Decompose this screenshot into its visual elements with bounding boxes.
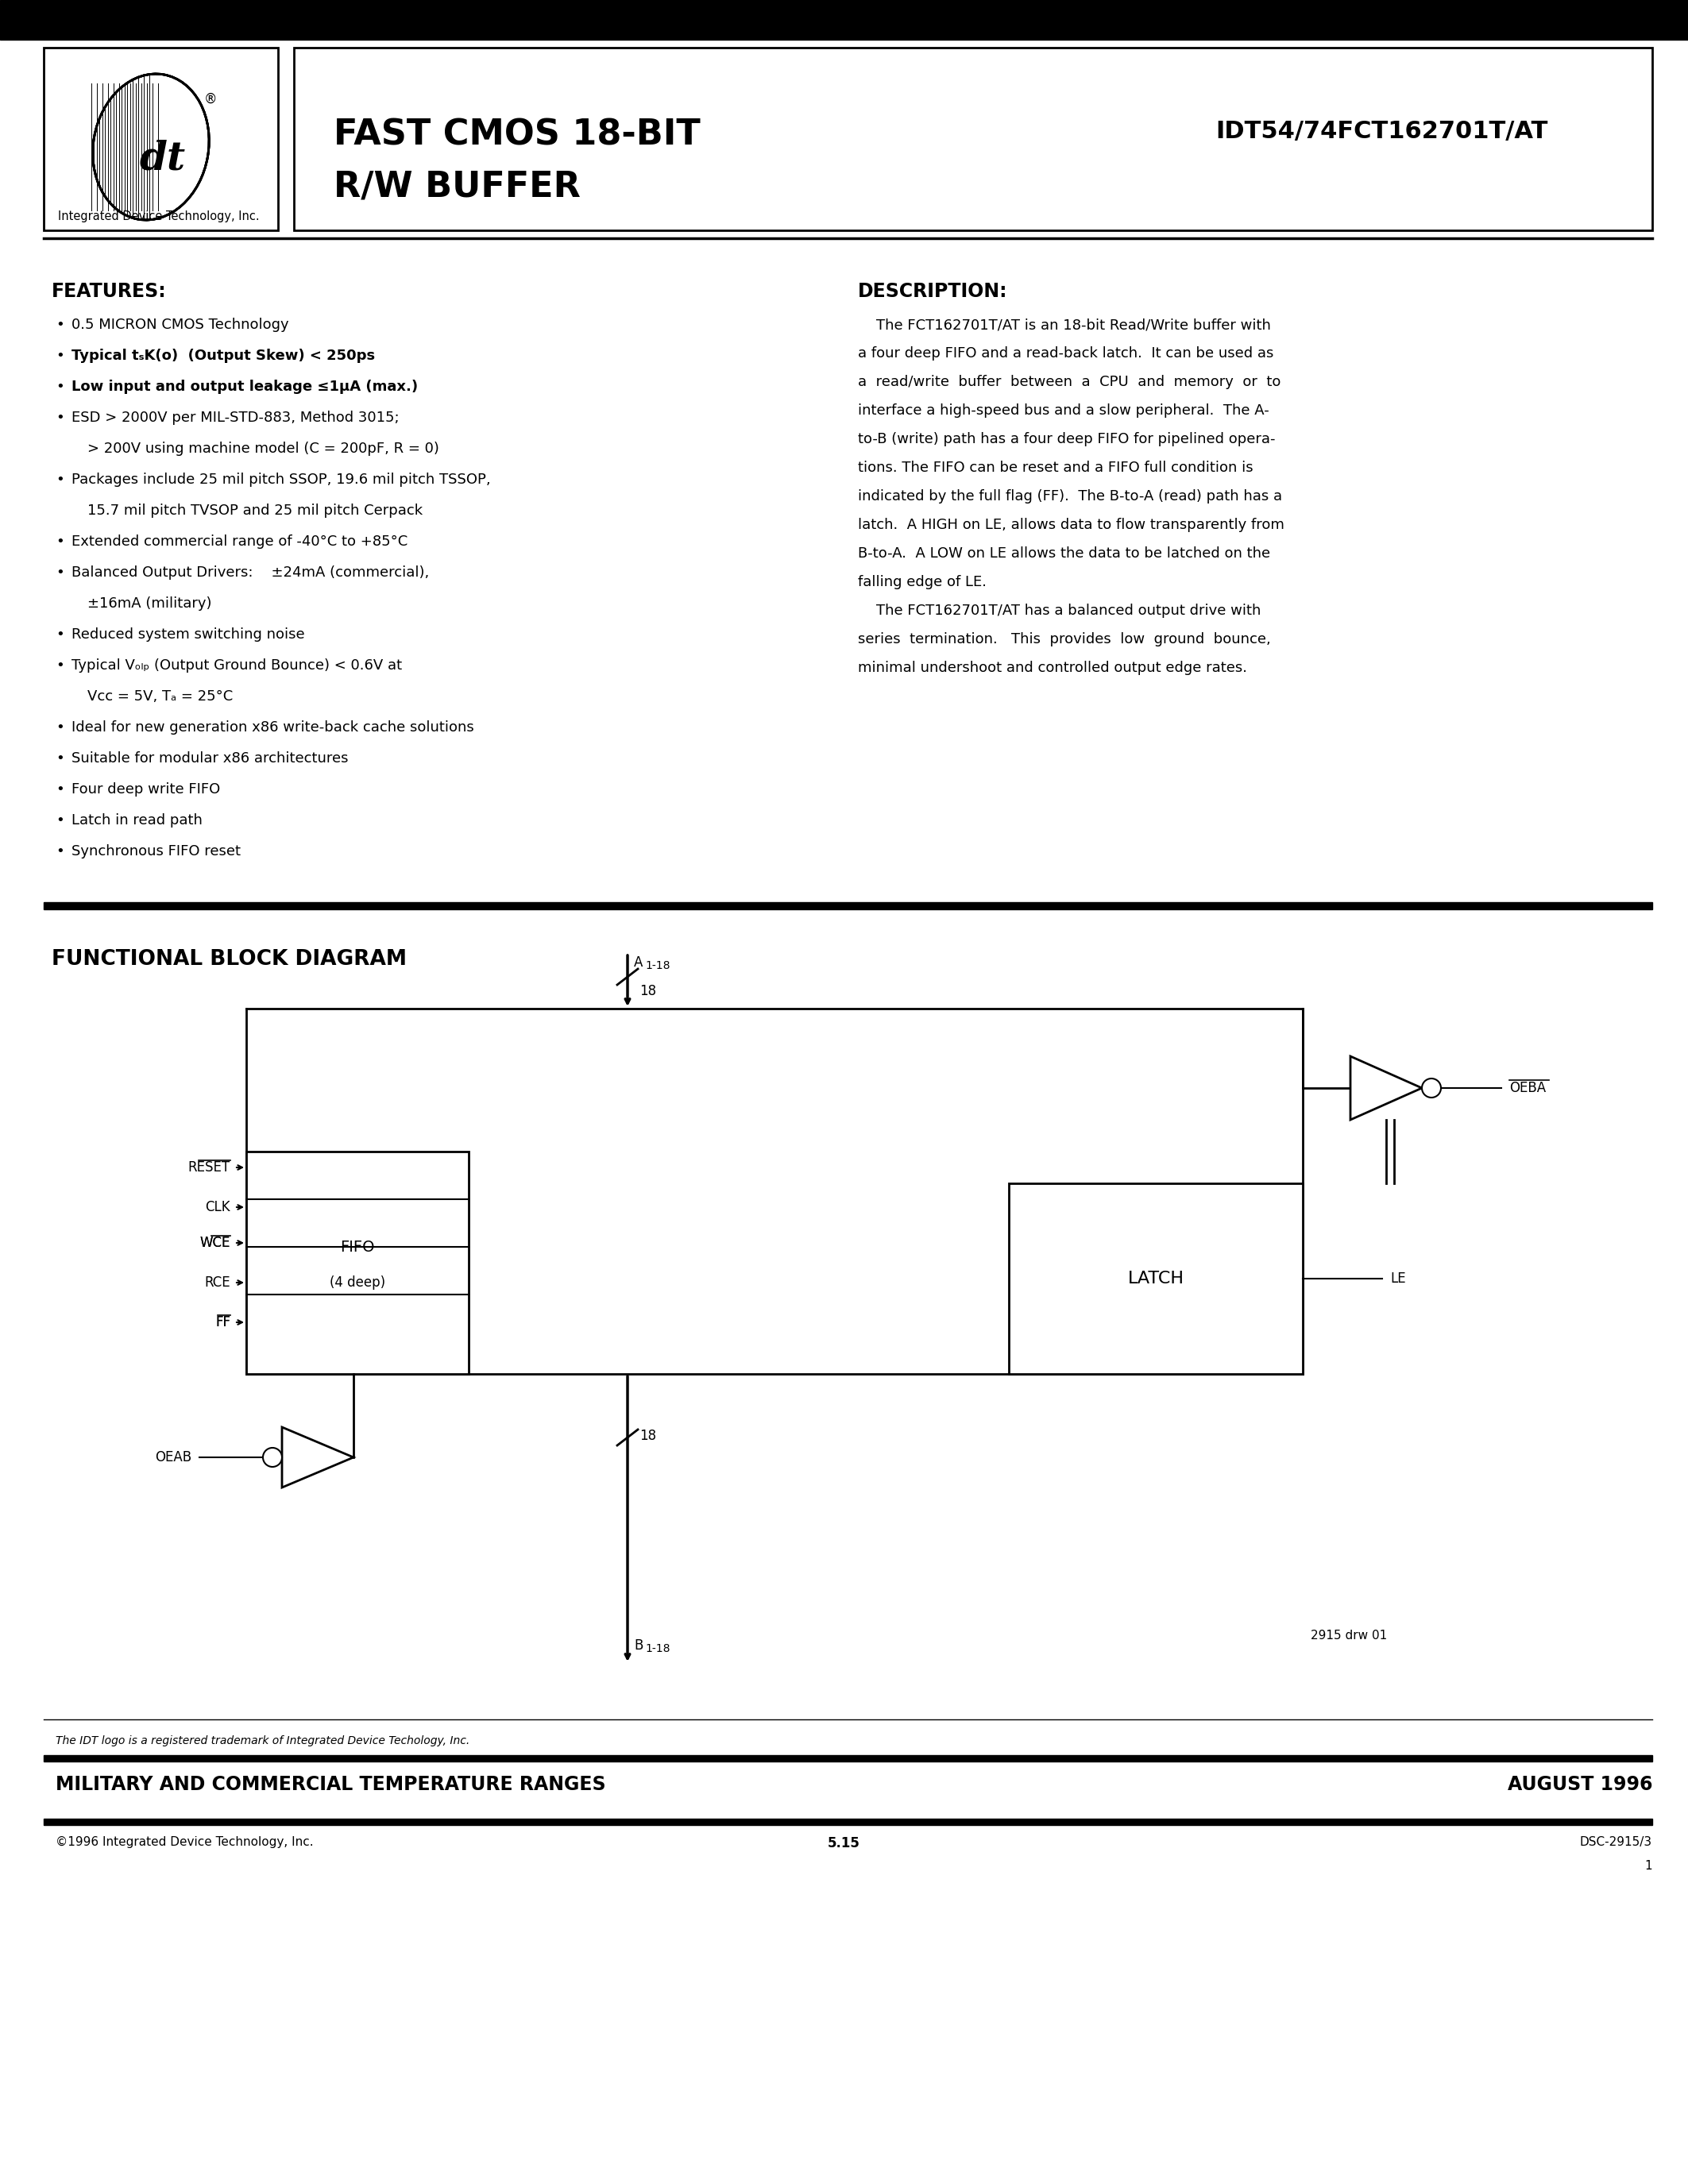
Text: •: • [56,566,64,579]
Text: B-to-A.  A LOW on LE allows the data to be latched on the: B-to-A. A LOW on LE allows the data to b… [858,546,1271,561]
Ellipse shape [93,74,209,221]
Text: FAST CMOS 18-BIT: FAST CMOS 18-BIT [334,118,701,153]
Text: 18: 18 [640,985,657,998]
Text: series  termination.   This  provides  low  ground  bounce,: series termination. This provides low gr… [858,631,1271,646]
Text: tions. The FIFO can be reset and a FIFO full condition is: tions. The FIFO can be reset and a FIFO … [858,461,1252,474]
Text: 1-18: 1-18 [645,1642,670,1653]
Bar [0,0,1688,39]
Text: •: • [56,657,64,673]
Text: dt: dt [140,140,186,179]
Text: FIFO: FIFO [341,1238,375,1254]
Text: •: • [56,782,64,797]
Text: The IDT logo is a registered trademark of Integrated Device Techology, Inc.: The IDT logo is a registered trademark o… [56,1736,469,1747]
Text: WCE: WCE [199,1236,230,1249]
Text: •: • [56,812,64,828]
Text: Balanced Output Drivers:    ±24mA (commercial),: Balanced Output Drivers: ±24mA (commerci… [71,566,429,579]
Circle shape [1421,1079,1442,1099]
Bar [1009,1184,1303,1374]
Bar [44,1819,1653,1826]
Text: a  read/write  buffer  between  a  CPU  and  memory  or  to: a read/write buffer between a CPU and me… [858,376,1281,389]
Text: ©1996 Integrated Device Technology, Inc.: ©1996 Integrated Device Technology, Inc. [56,1837,314,1848]
Text: Extended commercial range of -40°C to +85°C: Extended commercial range of -40°C to +8… [71,535,408,548]
Text: IDT54/74FCT162701T/AT: IDT54/74FCT162701T/AT [1215,120,1548,142]
Bar [246,1151,469,1374]
Text: R/W BUFFER: R/W BUFFER [334,170,581,203]
Text: •: • [56,845,64,858]
Text: 0.5 MICRON CMOS Technology: 0.5 MICRON CMOS Technology [71,317,289,332]
Text: 18: 18 [640,1428,657,1444]
Text: ESD > 2000V per MIL-STD-883, Method 3015;: ESD > 2000V per MIL-STD-883, Method 3015… [71,411,400,426]
Text: •: • [56,411,64,426]
Text: ®: ® [204,92,218,107]
Text: •: • [56,627,64,642]
Text: The FCT162701T/AT is an 18-bit Read/Write buffer with: The FCT162701T/AT is an 18-bit Read/Writ… [858,317,1271,332]
Text: RESET: RESET [187,1160,230,1175]
Text: 1-18: 1-18 [645,961,670,972]
Text: A: A [635,954,643,970]
Text: FEATURES:: FEATURES: [52,282,167,301]
Circle shape [263,1448,282,1468]
Text: OEAB: OEAB [155,1450,191,1465]
Text: Typical Vₒₗₚ (Output Ground Bounce) < 0.6V at: Typical Vₒₗₚ (Output Ground Bounce) < 0.… [71,657,402,673]
Text: Integrated Device Technology, Inc.: Integrated Device Technology, Inc. [57,210,260,223]
Text: FF: FF [216,1315,230,1330]
Bar [44,1756,1653,1762]
Text: DSC-2915/3: DSC-2915/3 [1580,1837,1653,1848]
Text: FF: FF [216,1315,230,1330]
Text: •: • [56,349,64,363]
Text: Suitable for modular x86 architectures: Suitable for modular x86 architectures [71,751,348,767]
Text: 1: 1 [1644,1861,1653,1872]
Polygon shape [1350,1057,1421,1120]
Text: Packages include 25 mil pitch SSOP, 19.6 mil pitch TSSOP,: Packages include 25 mil pitch SSOP, 19.6… [71,472,491,487]
Text: Low input and output leakage ≤1μA (max.): Low input and output leakage ≤1μA (max.) [71,380,419,393]
Text: to-B (write) path has a four deep FIFO for pipelined opera-: to-B (write) path has a four deep FIFO f… [858,432,1276,446]
Text: LATCH: LATCH [1128,1271,1183,1286]
Text: LE: LE [1391,1271,1406,1286]
Text: WCE: WCE [199,1236,230,1249]
Bar [44,48,279,229]
Text: Reduced system switching noise: Reduced system switching noise [71,627,306,642]
Text: FUNCTIONAL BLOCK DIAGRAM: FUNCTIONAL BLOCK DIAGRAM [52,950,407,970]
Text: Four deep write FIFO: Four deep write FIFO [71,782,219,797]
Text: The FCT162701T/AT has a balanced output drive with: The FCT162701T/AT has a balanced output … [858,603,1261,618]
Text: •: • [56,380,64,393]
Text: 5.15: 5.15 [827,1837,859,1850]
Text: Synchronous FIFO reset: Synchronous FIFO reset [71,845,241,858]
Text: 2915 drw 01: 2915 drw 01 [1310,1629,1388,1642]
Text: B: B [635,1638,643,1653]
Text: •: • [56,721,64,734]
Text: •: • [56,317,64,332]
Text: 15.7 mil pitch TVSOP and 25 mil pitch Cerpack: 15.7 mil pitch TVSOP and 25 mil pitch Ce… [88,505,422,518]
Text: MILITARY AND COMMERCIAL TEMPERATURE RANGES: MILITARY AND COMMERCIAL TEMPERATURE RANG… [56,1776,606,1793]
Text: RCE: RCE [204,1275,230,1291]
Text: falling edge of LE.: falling edge of LE. [858,574,986,590]
Text: •: • [56,751,64,767]
Text: (4 deep): (4 deep) [329,1275,385,1291]
Text: interface a high-speed bus and a slow peripheral.  The A-: interface a high-speed bus and a slow pe… [858,404,1269,417]
Bar [44,902,1653,909]
Text: ±16mA (military): ±16mA (military) [88,596,211,612]
Text: Latch in read path: Latch in read path [71,812,203,828]
Text: Typical tₛK(o)  (Output Skew) < 250ps: Typical tₛK(o) (Output Skew) < 250ps [71,349,375,363]
Text: AUGUST 1996: AUGUST 1996 [1507,1776,1653,1793]
Text: Vᴄᴄ = 5V, Tₐ = 25°C: Vᴄᴄ = 5V, Tₐ = 25°C [88,690,233,703]
Polygon shape [282,1426,353,1487]
Text: a four deep FIFO and a read-back latch.  It can be used as: a four deep FIFO and a read-back latch. … [858,347,1274,360]
Text: > 200V using machine model (C = 200pF, R = 0): > 200V using machine model (C = 200pF, R… [88,441,439,456]
Text: latch.  A HIGH on LE, allows data to flow transparently from: latch. A HIGH on LE, allows data to flow… [858,518,1285,533]
Text: •: • [56,535,64,548]
Bar [294,48,1653,229]
Text: OEBA: OEBA [1509,1081,1546,1094]
Text: DESCRIPTION:: DESCRIPTION: [858,282,1008,301]
Text: minimal undershoot and controlled output edge rates.: minimal undershoot and controlled output… [858,662,1247,675]
Text: Ideal for new generation x86 write-back cache solutions: Ideal for new generation x86 write-back … [71,721,474,734]
Text: indicated by the full flag (FF).  The B-to-A (read) path has a: indicated by the full flag (FF). The B-t… [858,489,1283,505]
Text: •: • [56,472,64,487]
Text: CLK: CLK [206,1199,230,1214]
